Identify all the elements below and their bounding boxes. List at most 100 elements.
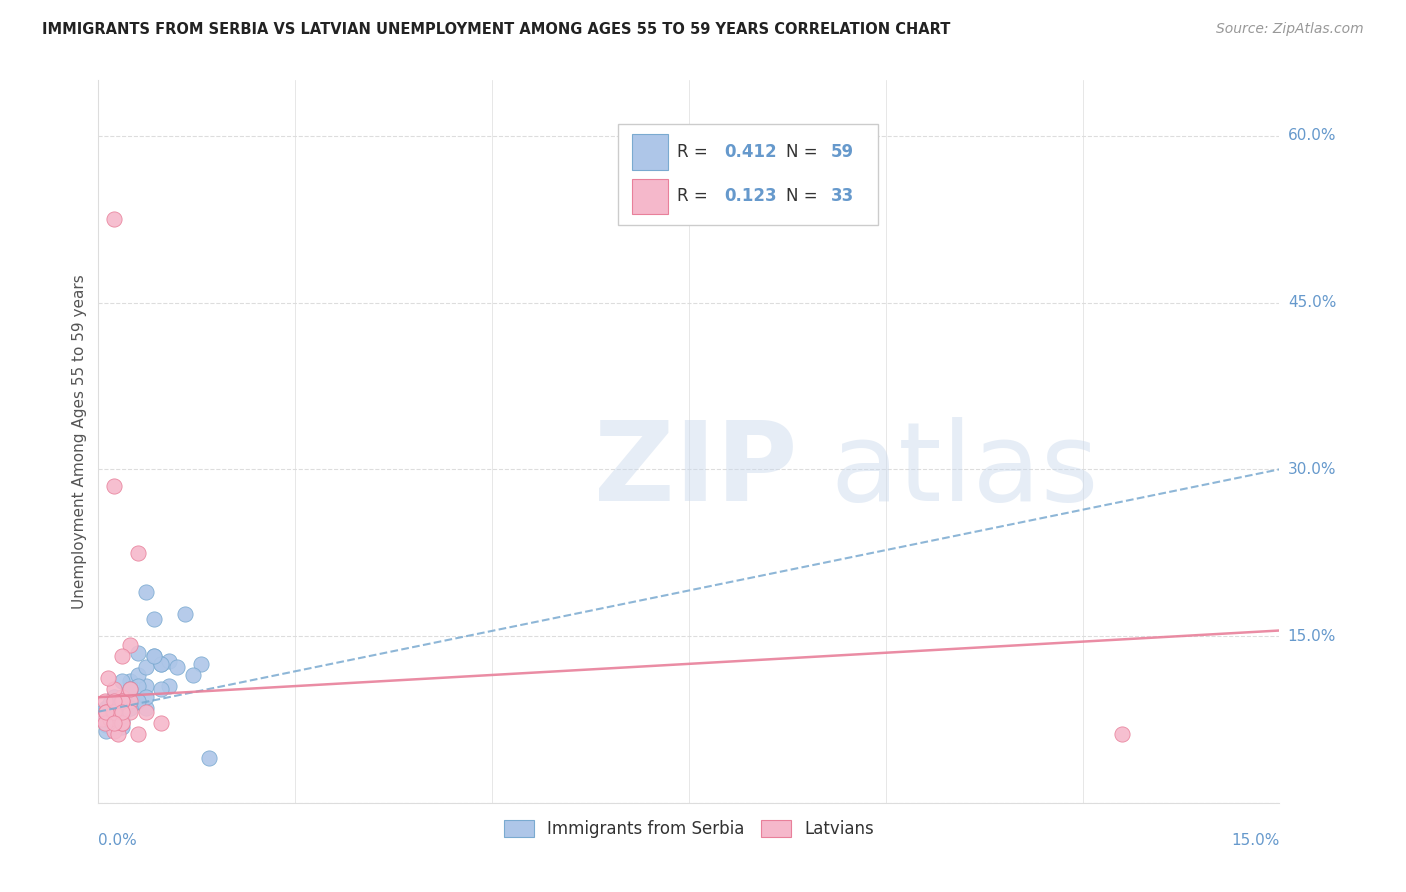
Point [150, 715, 173, 730]
Point [103, 212, 125, 227]
Point [111, 709, 134, 723]
Point [96, 705, 118, 719]
Text: 15.0%: 15.0% [1232, 833, 1279, 848]
Point [91, 705, 114, 719]
Point [150, 657, 173, 671]
Text: N =: N = [786, 187, 823, 205]
Text: 59: 59 [831, 143, 853, 161]
Text: ZIP: ZIP [595, 417, 797, 524]
Point [96, 705, 118, 719]
Point [111, 705, 134, 719]
Point [96, 701, 118, 715]
Point [96, 723, 118, 738]
Point [93, 713, 115, 727]
Point [103, 693, 125, 707]
FancyBboxPatch shape [619, 124, 877, 225]
Point [96, 715, 118, 730]
Point [127, 727, 149, 741]
Point [91, 713, 114, 727]
Legend: Immigrants from Serbia, Latvians: Immigrants from Serbia, Latvians [498, 814, 880, 845]
Point [142, 612, 165, 626]
Point [101, 705, 124, 719]
Point [135, 705, 157, 719]
Point [107, 727, 129, 741]
Point [118, 673, 141, 688]
Text: R =: R = [678, 187, 713, 205]
Text: 0.0%: 0.0% [98, 833, 138, 848]
Text: N =: N = [786, 143, 823, 161]
Point [118, 701, 141, 715]
Text: 30.0%: 30.0% [1288, 462, 1336, 477]
Text: 0.123: 0.123 [724, 187, 778, 205]
Point [103, 720, 125, 734]
Point [111, 673, 134, 688]
Point [98, 713, 121, 727]
Point [111, 714, 134, 728]
Text: 15.0%: 15.0% [1288, 629, 1336, 643]
Text: 60.0%: 60.0% [1288, 128, 1336, 144]
Point [103, 713, 125, 727]
Point [96, 705, 118, 719]
Point [118, 698, 141, 712]
Text: 0.412: 0.412 [724, 143, 778, 161]
FancyBboxPatch shape [633, 178, 668, 214]
Text: atlas: atlas [831, 417, 1099, 524]
Point [190, 657, 212, 671]
Point [96, 713, 118, 727]
Point [127, 546, 149, 560]
Point [111, 693, 134, 707]
Point [142, 649, 165, 664]
Point [157, 679, 180, 693]
Point [127, 679, 149, 693]
FancyBboxPatch shape [633, 135, 668, 169]
Point [118, 698, 141, 712]
Point [197, 751, 219, 765]
Text: IMMIGRANTS FROM SERBIA VS LATVIAN UNEMPLOYMENT AMONG AGES 55 TO 59 YEARS CORRELA: IMMIGRANTS FROM SERBIA VS LATVIAN UNEMPL… [42, 22, 950, 37]
Point [150, 657, 173, 671]
Point [1111, 727, 1133, 741]
Point [135, 690, 157, 705]
Point [181, 668, 204, 682]
Point [135, 701, 157, 715]
Point [118, 705, 141, 719]
Point [111, 701, 134, 715]
Point [111, 693, 134, 707]
Point [111, 715, 134, 730]
Point [135, 660, 157, 674]
Point [127, 668, 149, 682]
Y-axis label: Unemployment Among Ages 55 to 59 years: Unemployment Among Ages 55 to 59 years [72, 274, 87, 609]
Point [118, 638, 141, 652]
Text: R =: R = [678, 143, 713, 161]
Point [103, 690, 125, 705]
Point [111, 705, 134, 719]
Point [111, 690, 134, 705]
Point [135, 679, 157, 693]
Point [118, 682, 141, 697]
Point [103, 690, 125, 705]
Point [107, 711, 129, 725]
Point [118, 693, 141, 707]
Point [103, 723, 125, 738]
Point [118, 682, 141, 697]
Point [103, 705, 125, 719]
Point [111, 693, 134, 707]
Point [135, 584, 157, 599]
Point [103, 715, 125, 730]
Point [111, 649, 134, 664]
Point [96, 718, 118, 732]
Point [118, 701, 141, 715]
Point [111, 706, 134, 721]
Point [118, 682, 141, 697]
Point [103, 698, 125, 712]
Point [111, 720, 134, 734]
Point [103, 705, 125, 719]
Point [103, 682, 125, 697]
Point [96, 705, 118, 719]
Text: 33: 33 [831, 187, 853, 205]
Text: 45.0%: 45.0% [1288, 295, 1336, 310]
Point [93, 693, 115, 707]
Point [150, 682, 173, 697]
Point [127, 693, 149, 707]
Point [111, 690, 134, 705]
Point [127, 646, 149, 660]
